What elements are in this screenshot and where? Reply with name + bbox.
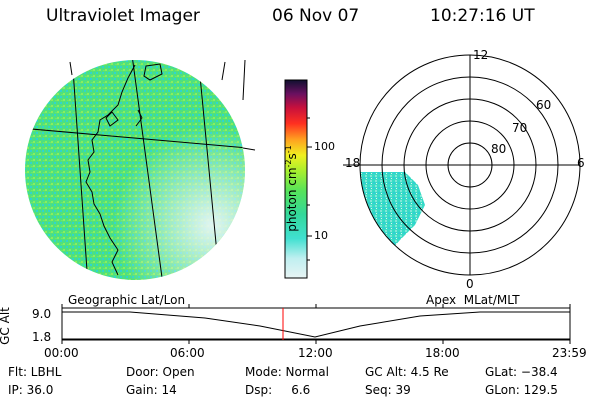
glat-readout: GLat: −38.4 [485,365,558,379]
colorbar-unit-label: photon cm-2s-1 [283,145,299,232]
seq-readout: Seq: 39 [365,383,411,397]
grid-line-extra [221,61,226,81]
ip-readout: IP: 36.0 [8,383,54,397]
x-axis-ticks [61,304,571,344]
time-tick-0600: 06:00 [170,346,205,360]
dsp-readout: Dsp: 6.6 [245,383,311,397]
colorbar-tick-10: 10 [314,229,328,242]
time-tick-2359: 23:59 [552,346,587,360]
auroral-region [360,172,425,256]
coastline [85,63,163,276]
gain-readout: Gain: 14 [126,383,177,397]
mlt-label-6: 6 [577,156,585,170]
grid-line-extra [242,59,246,101]
color-bar [284,79,312,279]
colorbar-tick-100: 100 [314,140,335,153]
mlat-label-60: 60 [536,98,552,112]
gc-alt-axis-label: GC Alt [0,307,12,345]
altitude-plot [61,304,571,344]
polar-plot [343,54,581,276]
instrument-title: Ultraviolet Imager [46,6,200,26]
time-tick-1800: 18:00 [425,346,460,360]
geographic-panel-label: Geographic Lat/Lon [68,293,186,307]
alt-tick-1-8: 1.8 [32,330,52,344]
polar-grid [343,54,581,276]
gc-alt-readout: GC Alt: 4.5 Re [365,365,449,379]
time-tick-0000: 00:00 [44,346,79,360]
time-label: 10:27:16 UT [430,6,535,26]
mlt-label-18: 18 [345,156,361,170]
mlt-label-0: 0 [466,277,474,291]
mode-readout: Mode: Normal [245,365,329,379]
grid-line-extra [69,61,73,76]
apex-panel-label: Apex MLat/MLT [426,293,520,307]
mlat-label-70: 70 [512,121,528,135]
altitude-curve [62,311,570,338]
filter-readout: Flt: LBHL [8,365,62,379]
glon-readout: GLon: 129.5 [485,383,558,397]
grid-line-extra [242,147,256,151]
time-tick-1200: 12:00 [298,346,333,360]
geographic-image [25,60,245,280]
mlat-label-80: 80 [491,142,507,156]
alt-tick-9: 9.0 [32,307,52,321]
door-readout: Door: Open [126,365,195,379]
date-label: 06 Nov 07 [272,6,360,26]
mlt-label-12: 12 [473,48,489,62]
